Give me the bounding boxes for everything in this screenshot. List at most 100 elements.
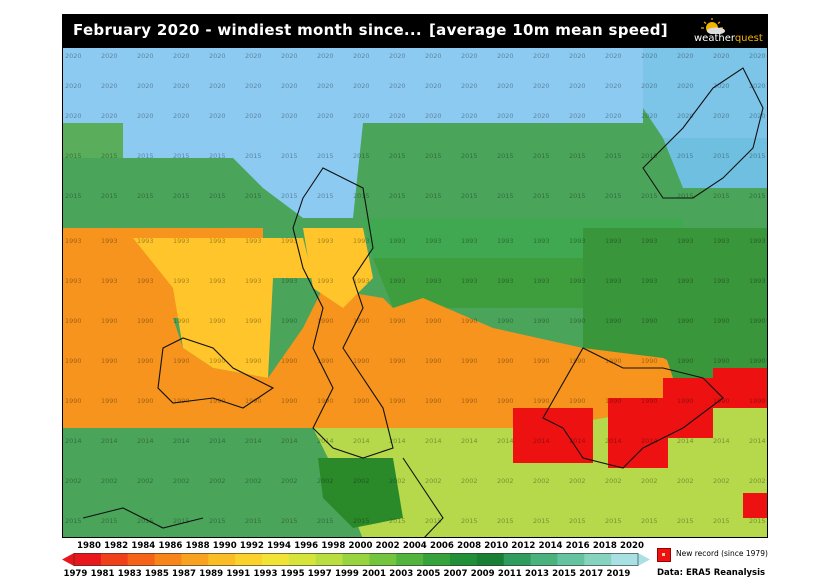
colorbar-swatch bbox=[611, 553, 639, 566]
grid-year-label: 1993 bbox=[713, 237, 730, 245]
grid-year-label: 1990 bbox=[677, 357, 694, 365]
logo-text-a: weather bbox=[694, 33, 735, 44]
map-area: 2020 2020 2020 2020 2020 2020 2020 2020 2020 2020… bbox=[62, 47, 768, 538]
grid-year-label: 2015 bbox=[65, 192, 82, 200]
grid-year-label: 2020 bbox=[425, 52, 442, 60]
grid-year-label: 1990 bbox=[749, 317, 766, 325]
colorbar-tick-bottom: 2011 bbox=[497, 569, 522, 579]
record-area bbox=[608, 398, 668, 468]
grid-year-label: 2015 bbox=[173, 517, 190, 525]
grid-year-label: 2014 bbox=[245, 437, 262, 445]
grid-year-label: 2015 bbox=[389, 152, 406, 160]
grid-year-label: 2002 bbox=[65, 477, 82, 485]
grid-year-label: 2020 bbox=[605, 52, 622, 60]
grid-year-label: 2020 bbox=[317, 52, 334, 60]
grid-year-label: 2020 bbox=[173, 82, 190, 90]
grid-year-label: 2002 bbox=[461, 477, 478, 485]
region-2018 bbox=[663, 138, 767, 188]
grid-year-label: 1990 bbox=[173, 397, 190, 405]
colorbar-tick-bottom: 1983 bbox=[117, 569, 142, 579]
colorbar-tick-top: 1988 bbox=[185, 541, 210, 551]
grid-year-label: 1990 bbox=[209, 317, 226, 325]
colorbar-swatch bbox=[288, 553, 317, 566]
grid-year-label: 1990 bbox=[317, 397, 334, 405]
colorbar-tick-bottom: 2017 bbox=[579, 569, 604, 579]
grid-year-label: 1990 bbox=[389, 317, 406, 325]
grid-year-label: 2015 bbox=[173, 152, 190, 160]
grid-year-label: 2020 bbox=[641, 112, 658, 120]
grid-year-label: 2015 bbox=[281, 152, 298, 160]
grid-year-label: 1990 bbox=[245, 317, 262, 325]
grid-year-label: 2002 bbox=[641, 477, 658, 485]
grid-year-label: 2015 bbox=[137, 192, 154, 200]
grid-year-label: 2020 bbox=[461, 52, 478, 60]
grid-year-label: 2015 bbox=[605, 192, 622, 200]
colorbar-tick-top: 2002 bbox=[375, 541, 400, 551]
grid-year-label: 1990 bbox=[173, 317, 190, 325]
colorbar-tick-top: 2010 bbox=[484, 541, 509, 551]
grid-year-label: 1990 bbox=[209, 357, 226, 365]
colorbar-swatch bbox=[342, 553, 370, 566]
coastline bbox=[157, 337, 275, 409]
grid-year-label: 2020 bbox=[461, 82, 478, 90]
grid-year-label: 2015 bbox=[677, 152, 694, 160]
grid-year-label: 2020 bbox=[677, 82, 694, 90]
region-2020 bbox=[63, 48, 643, 218]
grid-year-label: 1993 bbox=[137, 277, 154, 285]
grid-year-label: 2015 bbox=[533, 192, 550, 200]
grid-year-label: 2020 bbox=[533, 52, 550, 60]
grid-year-label: 2002 bbox=[353, 477, 370, 485]
colorbar-tick-top: 2004 bbox=[402, 541, 427, 551]
grid-year-label: 2020 bbox=[317, 112, 334, 120]
grid-year-label: 1993 bbox=[461, 237, 478, 245]
grid-year-label: 2020 bbox=[749, 112, 766, 120]
grid-year-label: 1993 bbox=[389, 237, 406, 245]
grid-year-label: 2015 bbox=[641, 517, 658, 525]
grid-year-label: 1990 bbox=[389, 357, 406, 365]
grid-year-label: 2002 bbox=[173, 477, 190, 485]
grid-year-label: 2014 bbox=[353, 437, 370, 445]
colorbar-tick-bottom: 2019 bbox=[606, 569, 631, 579]
grid-year-label: 2002 bbox=[389, 477, 406, 485]
grid-year-label: 1993 bbox=[641, 277, 658, 285]
grid-year-label: 2020 bbox=[245, 112, 262, 120]
grid-year-label: 2020 bbox=[137, 112, 154, 120]
grid-year-label: 1993 bbox=[317, 237, 334, 245]
colorbar-tick-top: 2018 bbox=[592, 541, 617, 551]
record-area bbox=[663, 378, 713, 438]
grid-year-label: 2020 bbox=[641, 52, 658, 60]
grid-year-label: 1990 bbox=[137, 397, 154, 405]
sun-cloud-icon bbox=[701, 18, 725, 35]
grid-year-label: 2002 bbox=[425, 477, 442, 485]
grid-year-label: 2020 bbox=[101, 82, 118, 90]
grid-year-label: 2020 bbox=[353, 82, 370, 90]
grid-year-label: 2002 bbox=[497, 477, 514, 485]
grid-year-label: 1993 bbox=[65, 277, 82, 285]
grid-year-label: 2020 bbox=[677, 112, 694, 120]
grid-year-label: 2015 bbox=[245, 517, 262, 525]
colorbar-tick-bottom: 2009 bbox=[470, 569, 495, 579]
grid-year-label: 2015 bbox=[713, 152, 730, 160]
grid-year-label: 2014 bbox=[389, 437, 406, 445]
grid-year-label: 2020 bbox=[497, 112, 514, 120]
grid-year-label: 2014 bbox=[65, 437, 82, 445]
grid-year-label: 1993 bbox=[605, 237, 622, 245]
grid-year-label: 1993 bbox=[497, 277, 514, 285]
grid-year-label: 2015 bbox=[317, 517, 334, 525]
grid-year-label: 2014 bbox=[749, 437, 766, 445]
region-2016 bbox=[63, 123, 123, 158]
grid-year-label: 1990 bbox=[65, 357, 82, 365]
colorbar-tick-top: 1996 bbox=[294, 541, 319, 551]
grid-year-label: 1990 bbox=[497, 317, 514, 325]
colorbar-swatch bbox=[154, 553, 182, 566]
grid-year-label: 1990 bbox=[605, 317, 622, 325]
grid-year-label: 2020 bbox=[137, 52, 154, 60]
grid-year-label: 2015 bbox=[101, 517, 118, 525]
grid-year-label: 1990 bbox=[749, 357, 766, 365]
grid-year-label: 2015 bbox=[569, 152, 586, 160]
grid-year-label: 1990 bbox=[641, 397, 658, 405]
grid-year-label: 2015 bbox=[641, 152, 658, 160]
grid-year-label: 2015 bbox=[209, 192, 226, 200]
grid-year-label: 1990 bbox=[677, 397, 694, 405]
grid-year-label: 1993 bbox=[173, 277, 190, 285]
